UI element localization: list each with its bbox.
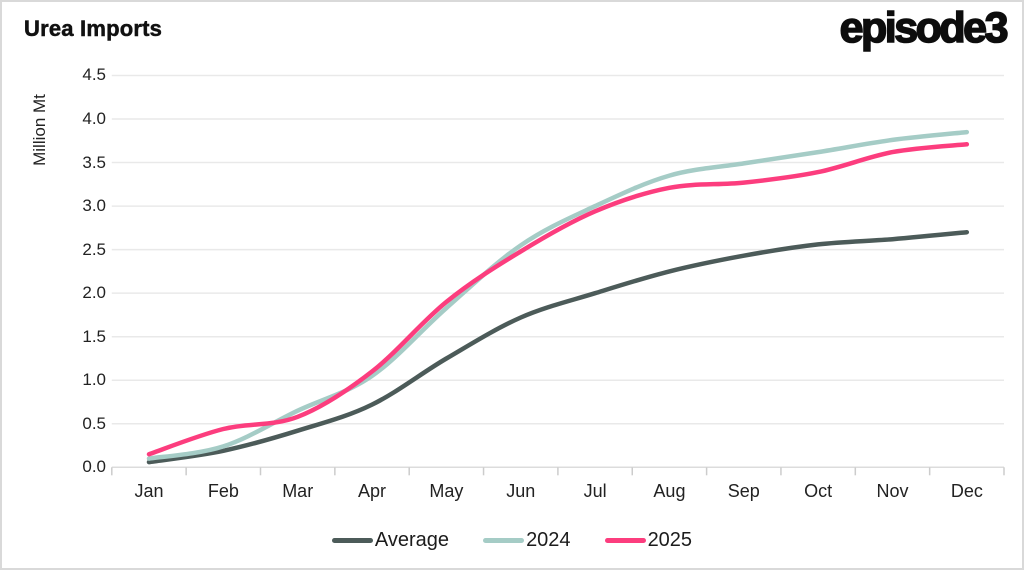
x-tick-label-jan: Jan	[134, 481, 164, 501]
y-tick-label: 0.5	[82, 413, 106, 433]
legend-label: 2024	[526, 528, 571, 551]
episode3-logo: episode3	[839, 3, 1010, 53]
legend-label: Average	[374, 528, 450, 551]
x-tick-label-oct: Oct	[804, 481, 833, 501]
chart-legend: Average 2024 2025	[2, 523, 1022, 557]
x-tick-label-jun: Jun	[506, 481, 536, 501]
series-line-2025	[146, 142, 970, 457]
chart-title: Urea Imports	[24, 16, 163, 42]
legend-item-average[interactable]: Average	[331, 528, 450, 552]
y-tick-label: 3.5	[82, 152, 106, 172]
y-tick-label: 0.0	[82, 457, 106, 477]
y-tick-label: 1.5	[82, 326, 106, 346]
legend-swatch-2025	[604, 537, 646, 543]
gridlines	[111, 74, 1004, 469]
x-tick-label-feb: Feb	[207, 481, 239, 501]
x-tick-label-sep: Sep	[727, 481, 760, 501]
x-tick-label-mar: Mar	[282, 481, 314, 501]
y-tick-label: 3.0	[82, 196, 106, 216]
legend-swatch-average	[331, 537, 373, 543]
legend-label: 2025	[647, 528, 693, 551]
x-tick-label-nov: Nov	[876, 481, 909, 501]
series-line-average	[146, 229, 970, 465]
legend-swatch-2024	[483, 537, 525, 543]
x-tick-label-aug: Aug	[653, 481, 686, 501]
series-line-2024	[146, 129, 970, 461]
x-axis-ticks	[111, 467, 1005, 476]
y-tick-label: 4.5	[82, 65, 106, 85]
x-tick-label-dec: Dec	[950, 481, 983, 501]
y-tick-label: 2.0	[82, 283, 106, 303]
x-tick-label-may: May	[429, 481, 464, 501]
y-tick-label: 2.5	[82, 239, 106, 259]
x-tick-label-jul: Jul	[583, 481, 607, 501]
y-tick-label: 1.0	[82, 370, 106, 390]
legend-item-2025[interactable]: 2025	[604, 528, 693, 552]
x-tick-label-apr: Apr	[358, 481, 387, 501]
y-tick-label: 4.0	[82, 109, 106, 129]
legend-item-2024[interactable]: 2024	[483, 529, 571, 552]
